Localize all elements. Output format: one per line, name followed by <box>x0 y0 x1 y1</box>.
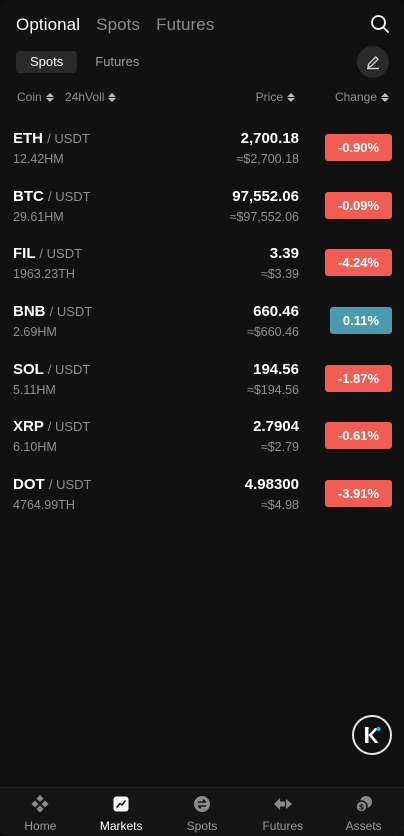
base-symbol: BTC <box>13 187 44 205</box>
quote-symbol: / USDT <box>48 188 91 204</box>
quote-symbol: / USDT <box>48 477 92 493</box>
markets-icon <box>111 794 131 814</box>
price-value: 660.46 <box>253 303 299 321</box>
top-tabs: Optional Spots Futures <box>16 12 230 38</box>
volume-value: 2.69HM <box>13 325 57 340</box>
volume-value: 6.10HM <box>13 440 57 455</box>
nav-markets[interactable]: Markets <box>81 788 162 836</box>
volume-value: 4764.99TH <box>13 498 75 513</box>
tab-spots[interactable]: Spots <box>96 15 141 34</box>
edit-button[interactable] <box>357 46 389 78</box>
market-row[interactable]: SOL / USDT 5.11HM 194.56 ≈$194.56 -1.87% <box>0 355 404 413</box>
pair-name: FIL / USDT <box>13 245 82 262</box>
assets-icon: $ <box>354 794 374 814</box>
logo-icon <box>365 726 381 743</box>
tab-futures[interactable]: Futures <box>156 15 215 34</box>
change-badge[interactable]: 0.11% <box>330 307 392 335</box>
nav-assets[interactable]: $ Assets <box>323 788 404 836</box>
base-symbol: SOL <box>13 360 44 378</box>
change-column-header[interactable]: Change <box>335 90 389 104</box>
price-value: 2.7904 <box>253 418 299 436</box>
volume-column-header[interactable]: 24hVoll <box>65 90 117 104</box>
change-badge[interactable]: -0.90% <box>325 134 392 161</box>
fiat-price-value: ≈$97,552.06 <box>229 209 299 224</box>
fiat-price-value: ≈$660.46 <box>246 325 299 340</box>
subtab-futures[interactable]: Futures <box>95 54 140 69</box>
sort-icon <box>108 92 117 102</box>
pair-name: ETH / USDT <box>13 130 90 147</box>
subtab-spots[interactable]: Spots <box>16 51 78 73</box>
fiat-price-value: ≈$3.39 <box>260 267 299 282</box>
pair-name: XRP / USDT <box>13 418 90 435</box>
base-symbol: BNB <box>13 303 46 321</box>
quote-symbol: / USDT <box>49 304 93 320</box>
sort-icon <box>381 92 389 102</box>
tab-optional[interactable]: Optional <box>16 15 81 34</box>
sort-icon <box>45 92 54 102</box>
coin-column-header[interactable]: Coin <box>17 90 54 104</box>
price-value: 3.39 <box>269 245 299 263</box>
quote-symbol: / USDT <box>39 246 83 262</box>
volume-value: 12.42HM <box>13 152 64 166</box>
base-symbol: FIL <box>13 245 36 263</box>
quote-symbol: / USDT <box>47 419 91 435</box>
fiat-price-value: ≈$4.98 <box>260 498 299 513</box>
home-icon <box>30 794 50 814</box>
volume-value: 29.61HM <box>13 209 64 224</box>
change-badge[interactable]: -0.09% <box>325 191 392 219</box>
price-value: 194.56 <box>253 360 299 378</box>
pair-name: DOT / USDT <box>13 476 91 493</box>
market-list: ETH / USDT 12.42HM 2,700.18 ≈$2,700.18 -0.90… <box>0 124 404 528</box>
fiat-price-value: ≈$2.79 <box>260 440 299 455</box>
svg-text:$: $ <box>358 803 364 812</box>
change-badge[interactable]: -0.61% <box>325 422 392 450</box>
edit-icon <box>367 56 379 70</box>
price-value: 97,552.06 <box>232 187 299 205</box>
market-row[interactable]: ETH / USDT 12.42HM 2,700.18 ≈$2,700.18 -0.90… <box>0 124 404 182</box>
market-row[interactable]: BTC / USDT 29.61HM 97,552.06 ≈$97,552.06 -0.… <box>0 182 404 240</box>
sub-tabs: Spots Futures <box>16 51 157 73</box>
fiat-price-value: ≈$2,700.18 <box>236 152 299 166</box>
change-badge[interactable]: -4.24% <box>325 249 392 277</box>
volume-value: 1963.23TH <box>13 267 75 282</box>
quote-symbol: / USDT <box>47 131 90 146</box>
market-row[interactable]: FIL / USDT 1963.23TH 3.39 ≈$3.39 -4.24% <box>0 239 404 297</box>
fiat-price-value: ≈$194.56 <box>246 382 299 397</box>
bottom-nav: Home Markets Spots <box>0 787 404 836</box>
kuko-floating-button[interactable] <box>352 715 392 755</box>
price-value: 2,700.18 <box>240 130 299 147</box>
search-icon[interactable] <box>370 14 390 34</box>
price-value: 4.98300 <box>244 476 299 494</box>
quote-symbol: / USDT <box>47 361 91 377</box>
market-row[interactable]: DOT / USDT 4764.99TH 4.98300 ≈$4.98 -3.91% <box>0 470 404 528</box>
base-symbol: XRP <box>13 418 44 436</box>
change-badge[interactable]: -3.91% <box>325 480 392 508</box>
pair-name: BTC / USDT <box>13 188 91 205</box>
futures-icon <box>273 794 293 814</box>
nav-spots[interactable]: Spots <box>162 788 243 836</box>
price-column-header[interactable]: Price <box>256 90 295 104</box>
spots-icon <box>192 794 212 814</box>
base-symbol: ETH <box>13 130 43 147</box>
pair-name: BNB / USDT <box>13 303 92 320</box>
change-badge[interactable]: -1.87% <box>325 364 392 392</box>
nav-home[interactable]: Home <box>0 788 81 836</box>
market-row[interactable]: XRP / USDT 6.10HM 2.7904 ≈$2.79 -0.61% <box>0 412 404 470</box>
base-symbol: DOT <box>13 476 45 494</box>
volume-value: 5.11HM <box>13 382 56 397</box>
sort-icon <box>287 92 295 102</box>
pair-name: SOL / USDT <box>13 361 90 378</box>
nav-futures[interactable]: Futures <box>242 788 323 836</box>
market-row[interactable]: BNB / USDT 2.69HM 660.46 ≈$660.46 0.11% <box>0 297 404 355</box>
column-headers: Coin 24hVoll Price Change <box>0 90 404 106</box>
